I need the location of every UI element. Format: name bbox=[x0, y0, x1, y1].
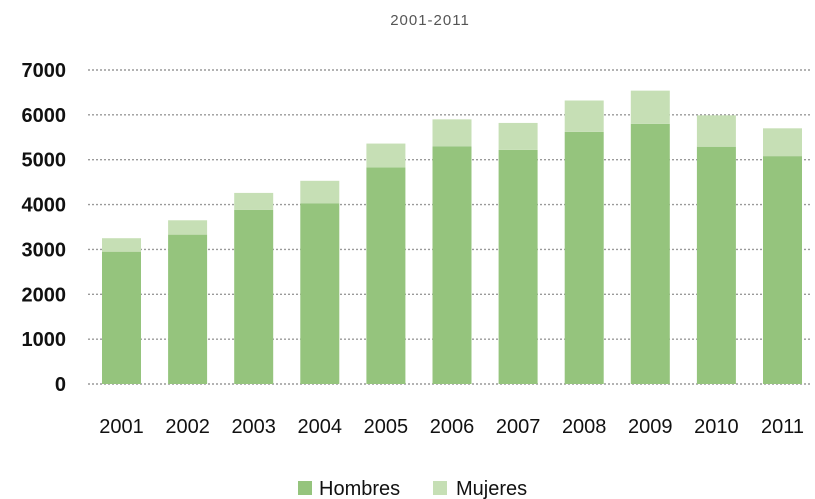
bar-hombres-2006 bbox=[432, 146, 472, 384]
bar-mujeres-2006 bbox=[432, 119, 472, 147]
y-tick-label: 1000 bbox=[22, 329, 67, 351]
bar-mujeres-2009 bbox=[630, 90, 670, 124]
bar-mujeres-2011 bbox=[763, 128, 802, 157]
bar-mujeres-2002 bbox=[168, 220, 208, 235]
x-tick-label: 2002 bbox=[165, 416, 210, 438]
y-tick-label: 7000 bbox=[22, 60, 67, 82]
y-tick-label: 4000 bbox=[22, 195, 67, 217]
legend-label-hombres: Hombres bbox=[319, 478, 400, 499]
legend-label-mujeres: Mujeres bbox=[456, 478, 527, 499]
bar-hombres-2001 bbox=[102, 251, 141, 384]
bar-mujeres-2004 bbox=[300, 180, 340, 204]
x-tick-label: 2007 bbox=[496, 416, 541, 438]
bar-hombres-2011 bbox=[763, 156, 802, 384]
y-tick-label: 2000 bbox=[22, 284, 67, 306]
bar-hombres-2003 bbox=[234, 209, 274, 384]
chart-title: 2001-2011 bbox=[390, 12, 470, 29]
bar-mujeres-2007 bbox=[498, 122, 538, 150]
bar-mujeres-2008 bbox=[564, 100, 604, 132]
x-tick-label: 2004 bbox=[298, 416, 343, 438]
x-tick-label: 2003 bbox=[231, 416, 276, 438]
bar-hombres-2010 bbox=[696, 146, 736, 384]
bar-mujeres-2001 bbox=[102, 238, 141, 252]
bar-mujeres-2003 bbox=[234, 192, 274, 210]
y-axis-ticks: 0 1000 2000 3000 4000 5000 6000 7000 bbox=[22, 60, 67, 396]
bar-mujeres-2005 bbox=[366, 143, 406, 168]
bar-hombres-2007 bbox=[498, 149, 538, 384]
legend-swatch-hombres bbox=[298, 481, 312, 495]
legend: Hombres Mujeres bbox=[298, 478, 527, 499]
bar-hombres-2008 bbox=[564, 131, 604, 384]
legend-swatch-mujeres bbox=[433, 481, 447, 495]
bar-hombres-2002 bbox=[168, 234, 208, 384]
bar-hombres-2004 bbox=[300, 203, 340, 384]
bar-hombres-2009 bbox=[630, 123, 670, 384]
bars bbox=[102, 90, 802, 384]
x-tick-label: 2008 bbox=[562, 416, 607, 438]
x-axis-ticks: 2001 2002 2003 2004 2005 2006 2007 2008 2009 2010… bbox=[99, 416, 804, 438]
x-tick-label: 2010 bbox=[694, 416, 739, 438]
bar-hombres-2005 bbox=[366, 167, 406, 384]
x-tick-label: 2009 bbox=[628, 416, 673, 438]
bar-mujeres-2010 bbox=[696, 115, 736, 147]
x-tick-label: 2006 bbox=[430, 416, 475, 438]
x-tick-label: 2011 bbox=[761, 416, 804, 438]
x-tick-label: 2001 bbox=[99, 416, 144, 438]
x-tick-label: 2005 bbox=[364, 416, 409, 438]
y-tick-label: 3000 bbox=[22, 239, 67, 261]
y-tick-label: 6000 bbox=[22, 105, 67, 127]
y-tick-label: 0 bbox=[55, 374, 66, 396]
y-tick-label: 5000 bbox=[22, 150, 67, 172]
